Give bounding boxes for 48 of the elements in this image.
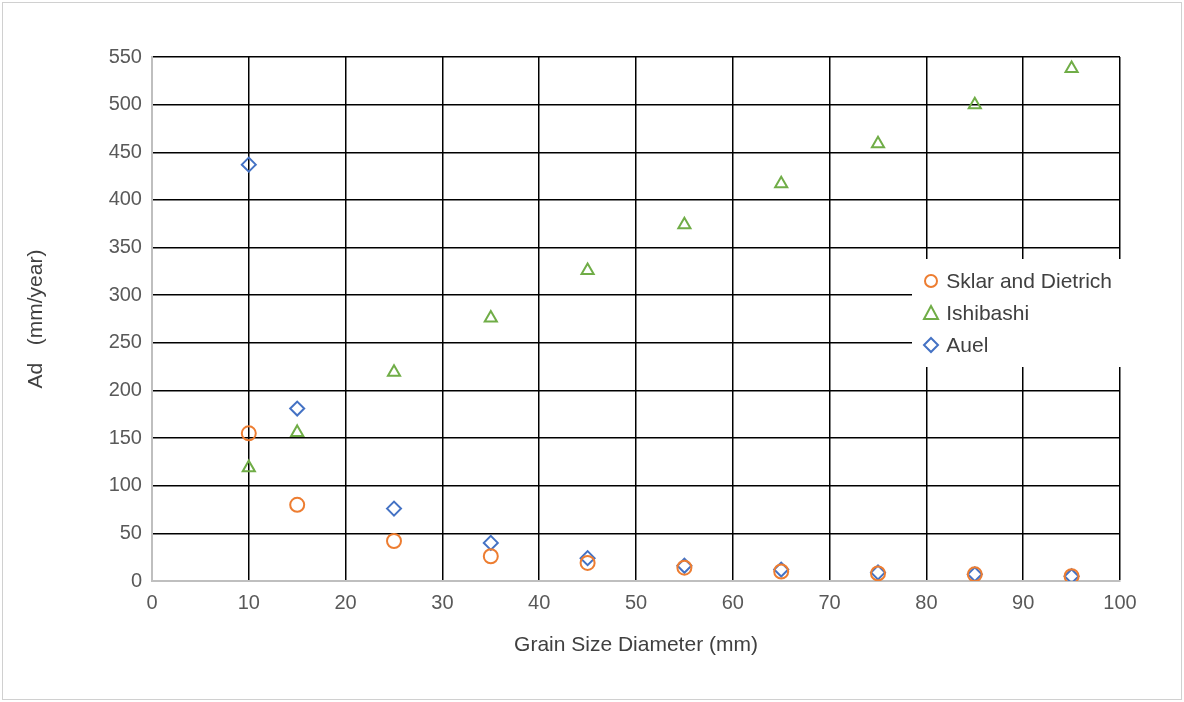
x-tick-label: 100 xyxy=(1103,590,1137,613)
point xyxy=(240,425,257,442)
x-tick-label: 50 xyxy=(624,590,648,613)
y-tick-label: 150 xyxy=(108,425,142,448)
x-axis-title: Grain Size Diameter (mm) xyxy=(514,632,758,656)
point xyxy=(579,554,596,571)
y-tick-label: 100 xyxy=(108,473,142,496)
legend-label: Sklar and Dietrich xyxy=(946,269,1112,293)
point xyxy=(289,496,306,513)
y-tick-label: 400 xyxy=(108,187,142,210)
point xyxy=(483,310,498,323)
x-tick-label: 20 xyxy=(334,590,357,613)
y-tick-label: 50 xyxy=(119,520,142,543)
point xyxy=(482,534,499,551)
x-tick-label: 10 xyxy=(237,590,260,613)
y-tick-label: 500 xyxy=(108,92,142,115)
point xyxy=(289,400,306,417)
x-tick-label: 0 xyxy=(146,590,158,613)
y-tick-label: 550 xyxy=(108,44,142,67)
point xyxy=(774,175,789,189)
point xyxy=(386,532,402,549)
y-tick-label: 200 xyxy=(108,377,142,400)
y-tick-label: 0 xyxy=(130,568,142,591)
point xyxy=(240,156,257,173)
y-tick-label: 450 xyxy=(108,139,142,162)
legend-label: Ishibashi xyxy=(946,301,1030,325)
y-tick-label: 300 xyxy=(108,282,142,305)
point xyxy=(677,216,692,230)
point xyxy=(1064,60,1079,73)
point xyxy=(482,548,499,565)
y-tick-label: 350 xyxy=(108,235,142,258)
legend-label: Auel xyxy=(946,333,989,357)
point xyxy=(241,459,256,473)
point xyxy=(386,500,402,517)
point xyxy=(579,550,596,567)
y-axis-title: Ad (mm/year) xyxy=(23,249,47,389)
point xyxy=(870,135,886,149)
x-tick-label: 30 xyxy=(431,590,454,613)
y-tick-label: 250 xyxy=(108,330,142,353)
x-tick-label: 40 xyxy=(528,590,551,613)
x-tick-label: 90 xyxy=(1012,590,1035,613)
point xyxy=(967,96,982,110)
x-tick-label: 60 xyxy=(721,590,744,613)
point xyxy=(290,424,305,437)
x-tick-label: 70 xyxy=(818,590,841,613)
x-tick-label: 80 xyxy=(915,590,938,613)
point xyxy=(386,364,402,377)
point xyxy=(580,262,595,275)
